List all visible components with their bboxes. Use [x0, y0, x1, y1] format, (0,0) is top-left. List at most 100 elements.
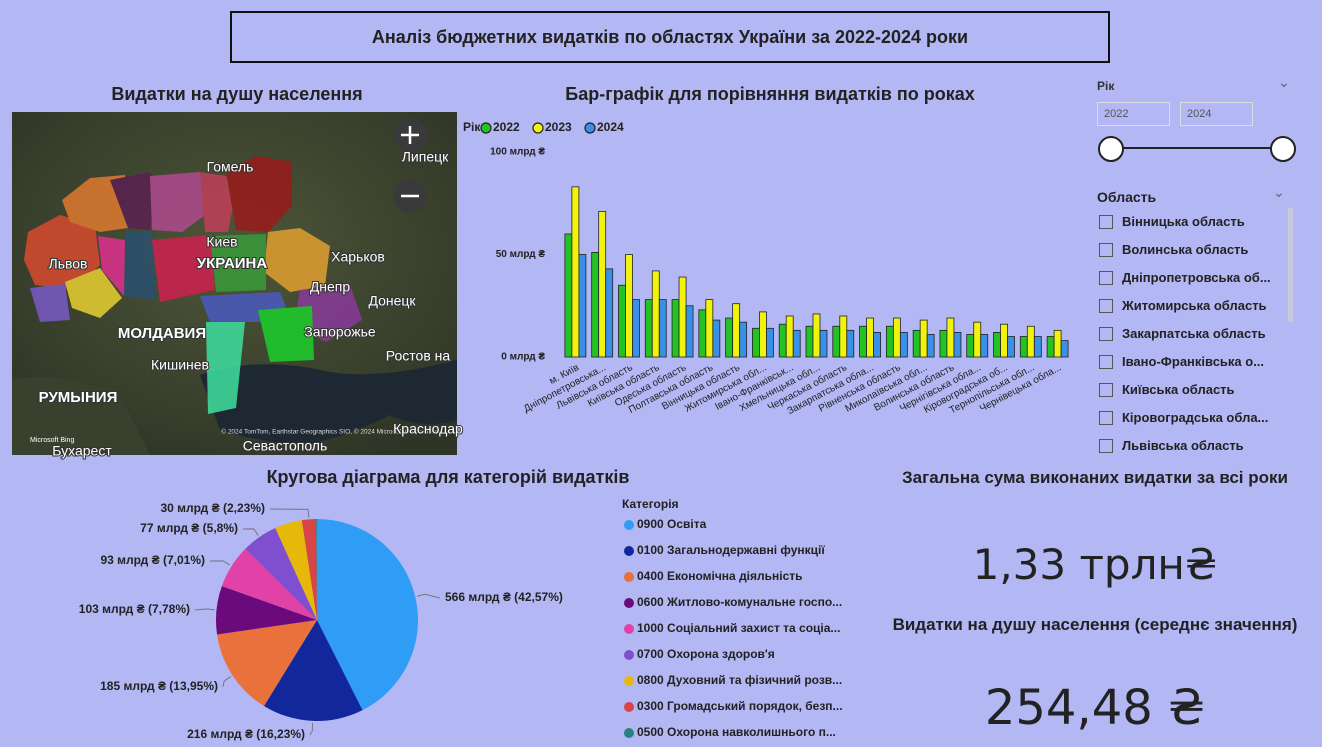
bar — [592, 252, 599, 357]
bar — [672, 300, 679, 357]
legend-marker — [585, 123, 595, 133]
region — [124, 232, 156, 300]
region-list: Вінницька область Волинська область Дніпро… — [1099, 214, 1289, 464]
leader-line — [195, 609, 215, 610]
legend-label: 0300 Громадський порядок, безп... — [637, 699, 843, 713]
map: Microsoft Bing © 2024 TomTom, Earthstar … — [12, 112, 463, 459]
legend-label: 1000 Соціальний захист та соціа... — [637, 621, 840, 635]
checkbox[interactable] — [1099, 271, 1113, 285]
checkbox[interactable] — [1099, 299, 1113, 313]
year-to-input[interactable]: 2024 — [1180, 102, 1253, 126]
map-label: Запорожье — [304, 324, 376, 340]
slicer-item[interactable]: Вінницька область — [1099, 214, 1245, 229]
bar — [625, 255, 632, 358]
bar — [686, 306, 693, 357]
legend-marker — [624, 598, 634, 608]
checkbox[interactable] — [1099, 243, 1113, 257]
header-title: Аналіз бюджетних видатків по областях Ук… — [230, 11, 1110, 63]
slider-handle[interactable] — [1098, 136, 1124, 162]
leader-line — [310, 723, 313, 735]
map-title: Видатки на душу населення — [111, 84, 362, 104]
legend-marker — [624, 572, 634, 582]
bar — [1027, 326, 1034, 357]
bar — [618, 285, 625, 357]
legend-label: 2022 — [493, 120, 520, 134]
bar — [632, 300, 639, 357]
bar — [900, 332, 907, 357]
bar — [752, 328, 759, 357]
bar — [713, 320, 720, 357]
bar — [947, 318, 954, 357]
year-slicer-title: Рік — [1097, 79, 1114, 93]
bar — [833, 326, 840, 357]
slicer-item-label: Дніпропетровська об... — [1122, 270, 1271, 285]
slicer-item-label: Вінницька область — [1122, 214, 1245, 229]
bar — [994, 332, 1001, 357]
map-label: Бухарест — [52, 443, 112, 459]
bar — [740, 322, 747, 357]
map-label: Кишинев — [151, 357, 209, 373]
legend-label: 0700 Охорона здоров'я — [637, 647, 775, 661]
bar — [645, 300, 652, 357]
chart-title: Кругова діаграма для категорій видатків — [267, 467, 630, 487]
legend-marker — [533, 123, 543, 133]
map-label: Краснодар — [393, 421, 463, 437]
chevron[interactable]: ⌄ — [1278, 74, 1290, 91]
map-label: РУМЫНИЯ — [39, 389, 118, 406]
year-from-input[interactable]: 2022 — [1097, 102, 1170, 126]
legend-label: 2024 — [597, 120, 624, 134]
data-label: 185 млрд ₴ (13,95%) — [100, 679, 218, 693]
slicer-item[interactable]: Кіровоградська обла... — [1099, 410, 1268, 425]
leader-line — [417, 594, 440, 598]
bar — [679, 277, 686, 357]
bar — [813, 314, 820, 357]
slicer-item-label: Закарпатська область — [1122, 326, 1266, 341]
bar — [1054, 330, 1061, 357]
legend-marker — [624, 520, 634, 530]
bar — [652, 271, 659, 357]
legend-marker — [624, 650, 634, 660]
bar — [867, 318, 874, 357]
bar — [726, 318, 733, 357]
bar — [1034, 337, 1041, 358]
dashboard: Видатки на душу населення Mic — [0, 0, 1322, 747]
bar — [599, 211, 606, 357]
bar — [940, 330, 947, 357]
bar — [806, 326, 813, 357]
slicer-item[interactable]: Івано-Франківська о... — [1099, 354, 1264, 369]
bar — [927, 334, 934, 357]
slicer-item[interactable]: Житомирська область — [1099, 298, 1267, 313]
bar — [1047, 337, 1054, 358]
card-title: Загальна сума виконаних видатки за всі р… — [885, 463, 1305, 492]
checkbox[interactable] — [1099, 439, 1113, 453]
bar — [572, 187, 579, 357]
slicer-item[interactable]: Волинська область — [1099, 242, 1248, 257]
bar — [706, 300, 713, 357]
chevron[interactable]: ⌄ — [1273, 184, 1285, 201]
slider-handle[interactable] — [1270, 136, 1296, 162]
bar — [659, 300, 666, 357]
leader-line — [223, 677, 231, 687]
legend-marker — [624, 728, 634, 738]
legend-title: Категорія — [622, 497, 679, 511]
slicer-item[interactable]: Львівська область — [1099, 438, 1244, 453]
slicer-item[interactable]: Закарпатська область — [1099, 326, 1266, 341]
slicer-item[interactable]: Київська область — [1099, 382, 1235, 397]
bar — [840, 316, 847, 357]
bar — [913, 330, 920, 357]
scrollbar[interactable] — [1288, 208, 1293, 322]
checkbox[interactable] — [1099, 355, 1113, 369]
map-label: Донецк — [368, 293, 416, 309]
checkbox[interactable] — [1099, 215, 1113, 229]
bar — [967, 334, 974, 357]
leader-line — [243, 529, 258, 536]
card-title: Видатки на душу населення (середнє значе… — [885, 610, 1305, 639]
bar — [860, 326, 867, 357]
slicer-item[interactable]: Дніпропетровська об... — [1099, 270, 1271, 285]
bar — [733, 304, 740, 357]
checkbox[interactable] — [1099, 411, 1113, 425]
checkbox[interactable] — [1099, 327, 1113, 341]
legend-marker — [624, 702, 634, 712]
map-label: Днепр — [310, 279, 351, 295]
checkbox[interactable] — [1099, 383, 1113, 397]
